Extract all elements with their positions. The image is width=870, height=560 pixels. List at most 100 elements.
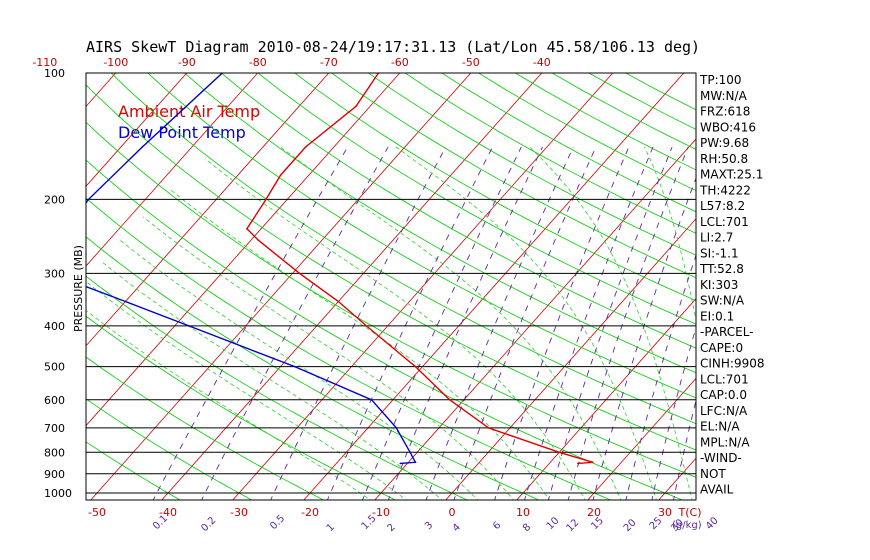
- temperature-line-point: [257, 239, 260, 241]
- mixing-ratio-tick-label: 6: [491, 520, 503, 532]
- dry-adiabat-line: [367, 73, 696, 256]
- dewpoint-line-point: [293, 365, 296, 368]
- dewpoint-line-point: [59, 239, 61, 241]
- bottom-temp-tick-label: -50: [88, 506, 106, 519]
- index-item: SW:N/A: [700, 294, 745, 308]
- pressure-tick-label: 600: [44, 394, 65, 407]
- mixing-ratio-tick-label: 0.5: [268, 513, 287, 532]
- temperature-line-point: [355, 105, 357, 108]
- temperature-line-point: [577, 462, 579, 465]
- bottom-temp-tick-label: -40: [159, 506, 177, 519]
- top-temp-tick-label: -90: [178, 56, 196, 69]
- dry-adiabat-line: [220, 73, 696, 349]
- isotherm-line: [86, 73, 117, 108]
- chart-title: AIRS SkewT Diagram 2010-08-24/19:17:31.1…: [86, 38, 700, 56]
- dry-adiabat-line: [330, 73, 696, 279]
- isotherm-line: [799, 64, 870, 502]
- isotherm-line: [86, 73, 401, 427]
- index-item: EL:N/A: [700, 420, 740, 434]
- pressure-tick-label: 1000: [44, 487, 72, 500]
- dry-adiabat-line: [514, 73, 696, 171]
- bottom-temp-tick-label: 0: [449, 506, 456, 519]
- temperature-line-point: [558, 451, 560, 454]
- index-item: PW:9.68: [700, 136, 749, 150]
- mixing-ratio-tick-label: 8: [521, 522, 533, 534]
- dry-adiabat-line: [294, 73, 696, 302]
- isotherm-line: [0, 64, 53, 502]
- moist-adiabat-line: [204, 158, 586, 500]
- temperature-line-point: [279, 174, 282, 176]
- legend-dew-point: Dew Point Temp: [118, 123, 246, 142]
- dry-adiabat-line: [86, 398, 253, 500]
- isotherm-line: [658, 457, 696, 500]
- dry-adiabat-line: [86, 356, 325, 500]
- mixing-ratio-line: [494, 146, 630, 500]
- temperature-line-point: [265, 198, 267, 201]
- index-item: FRZ:618: [700, 105, 750, 119]
- dewpoint-line-point: [370, 399, 373, 401]
- pressure-tick-label: 800: [44, 446, 65, 459]
- y-axis-label: PRESSURE (MB): [72, 245, 85, 332]
- temperature-line-point: [337, 300, 340, 303]
- bottom-temp-tick-label: -10: [372, 506, 390, 519]
- top-temp-tick-label: -100: [103, 56, 128, 69]
- dry-adiabat-line: [147, 73, 696, 399]
- isotherm-line: [374, 138, 696, 500]
- dewpoint-line-point: [87, 198, 90, 201]
- dry-adiabat-line: [441, 73, 696, 213]
- index-item: MPL:N/A: [700, 435, 750, 449]
- temperature-line-point: [448, 399, 451, 401]
- dry-adiabat-line: [86, 197, 612, 500]
- moist-adiabat-line: [529, 146, 693, 500]
- dry-adiabat-line: [86, 159, 684, 500]
- bottom-temp-tick-label: 30: [658, 506, 672, 519]
- temperature-line-point: [304, 146, 307, 148]
- top-temp-tick-label: -70: [320, 56, 338, 69]
- top-temp-tick-label: -50: [462, 56, 480, 69]
- isotherm-line: [86, 73, 188, 187]
- mixing-ratio-unit-label: (g/kg): [672, 520, 702, 531]
- index-item: -WIND-: [700, 451, 742, 465]
- isotherm-line: [161, 73, 543, 500]
- mixing-ratio-tick-label: 3: [423, 520, 435, 532]
- pressure-tick-label: 500: [44, 361, 65, 374]
- moist-adiabat-line: [86, 281, 407, 500]
- temperature-line-point: [246, 228, 248, 230]
- pressure-tick-label: 300: [44, 267, 65, 280]
- dry-adiabat-line: [404, 73, 696, 234]
- temperature-line-point: [365, 325, 368, 327]
- label-layer: 1002003004005006007008009001000-120-110-…: [32, 56, 764, 534]
- mixing-ratio-tick-label: 40: [704, 515, 721, 532]
- index-item: L57:8.2: [700, 199, 745, 213]
- index-item: WBO:416: [700, 120, 756, 134]
- dry-adiabat-line: [477, 73, 696, 192]
- mixing-ratio-tick-label: 10: [545, 515, 562, 532]
- moist-adiabat-line: [395, 146, 657, 500]
- dry-adiabat-line: [257, 73, 696, 325]
- dry-adiabat-line: [183, 73, 696, 374]
- mixing-ratio-tick-label: 0.2: [199, 515, 218, 534]
- isotherm-line: [90, 73, 472, 500]
- top-temp-tick-label: -110: [32, 56, 57, 69]
- bottom-temp-tick-label: 20: [587, 506, 601, 519]
- moist-adiabat-line: [170, 189, 550, 500]
- temperature-line-point: [592, 461, 594, 464]
- index-item: SI:-1.1: [700, 246, 739, 260]
- isotherm-line: [587, 377, 696, 500]
- isobars-layer: [86, 73, 696, 494]
- moist-adiabat-line: [86, 310, 372, 500]
- isotherm-line: [86, 73, 259, 267]
- mixing-ratio-tick-label: 1: [325, 522, 337, 534]
- moist-adiabat-line: [100, 260, 443, 500]
- index-item: NOT: [700, 467, 726, 481]
- mixing-ratio-tick-label: 20: [622, 517, 639, 534]
- index-item: LCL:701: [700, 215, 749, 229]
- mixing-ratio-line: [567, 146, 689, 500]
- dry-adiabat-line: [86, 236, 540, 500]
- index-item: KI:303: [700, 278, 738, 292]
- plot-frame: [85, 72, 697, 501]
- mixing-ratio-tick-label: 4: [451, 522, 463, 534]
- temperature-line-point: [298, 272, 301, 275]
- dry-adiabat-line: [86, 315, 396, 500]
- pressure-tick-label: 200: [44, 193, 65, 206]
